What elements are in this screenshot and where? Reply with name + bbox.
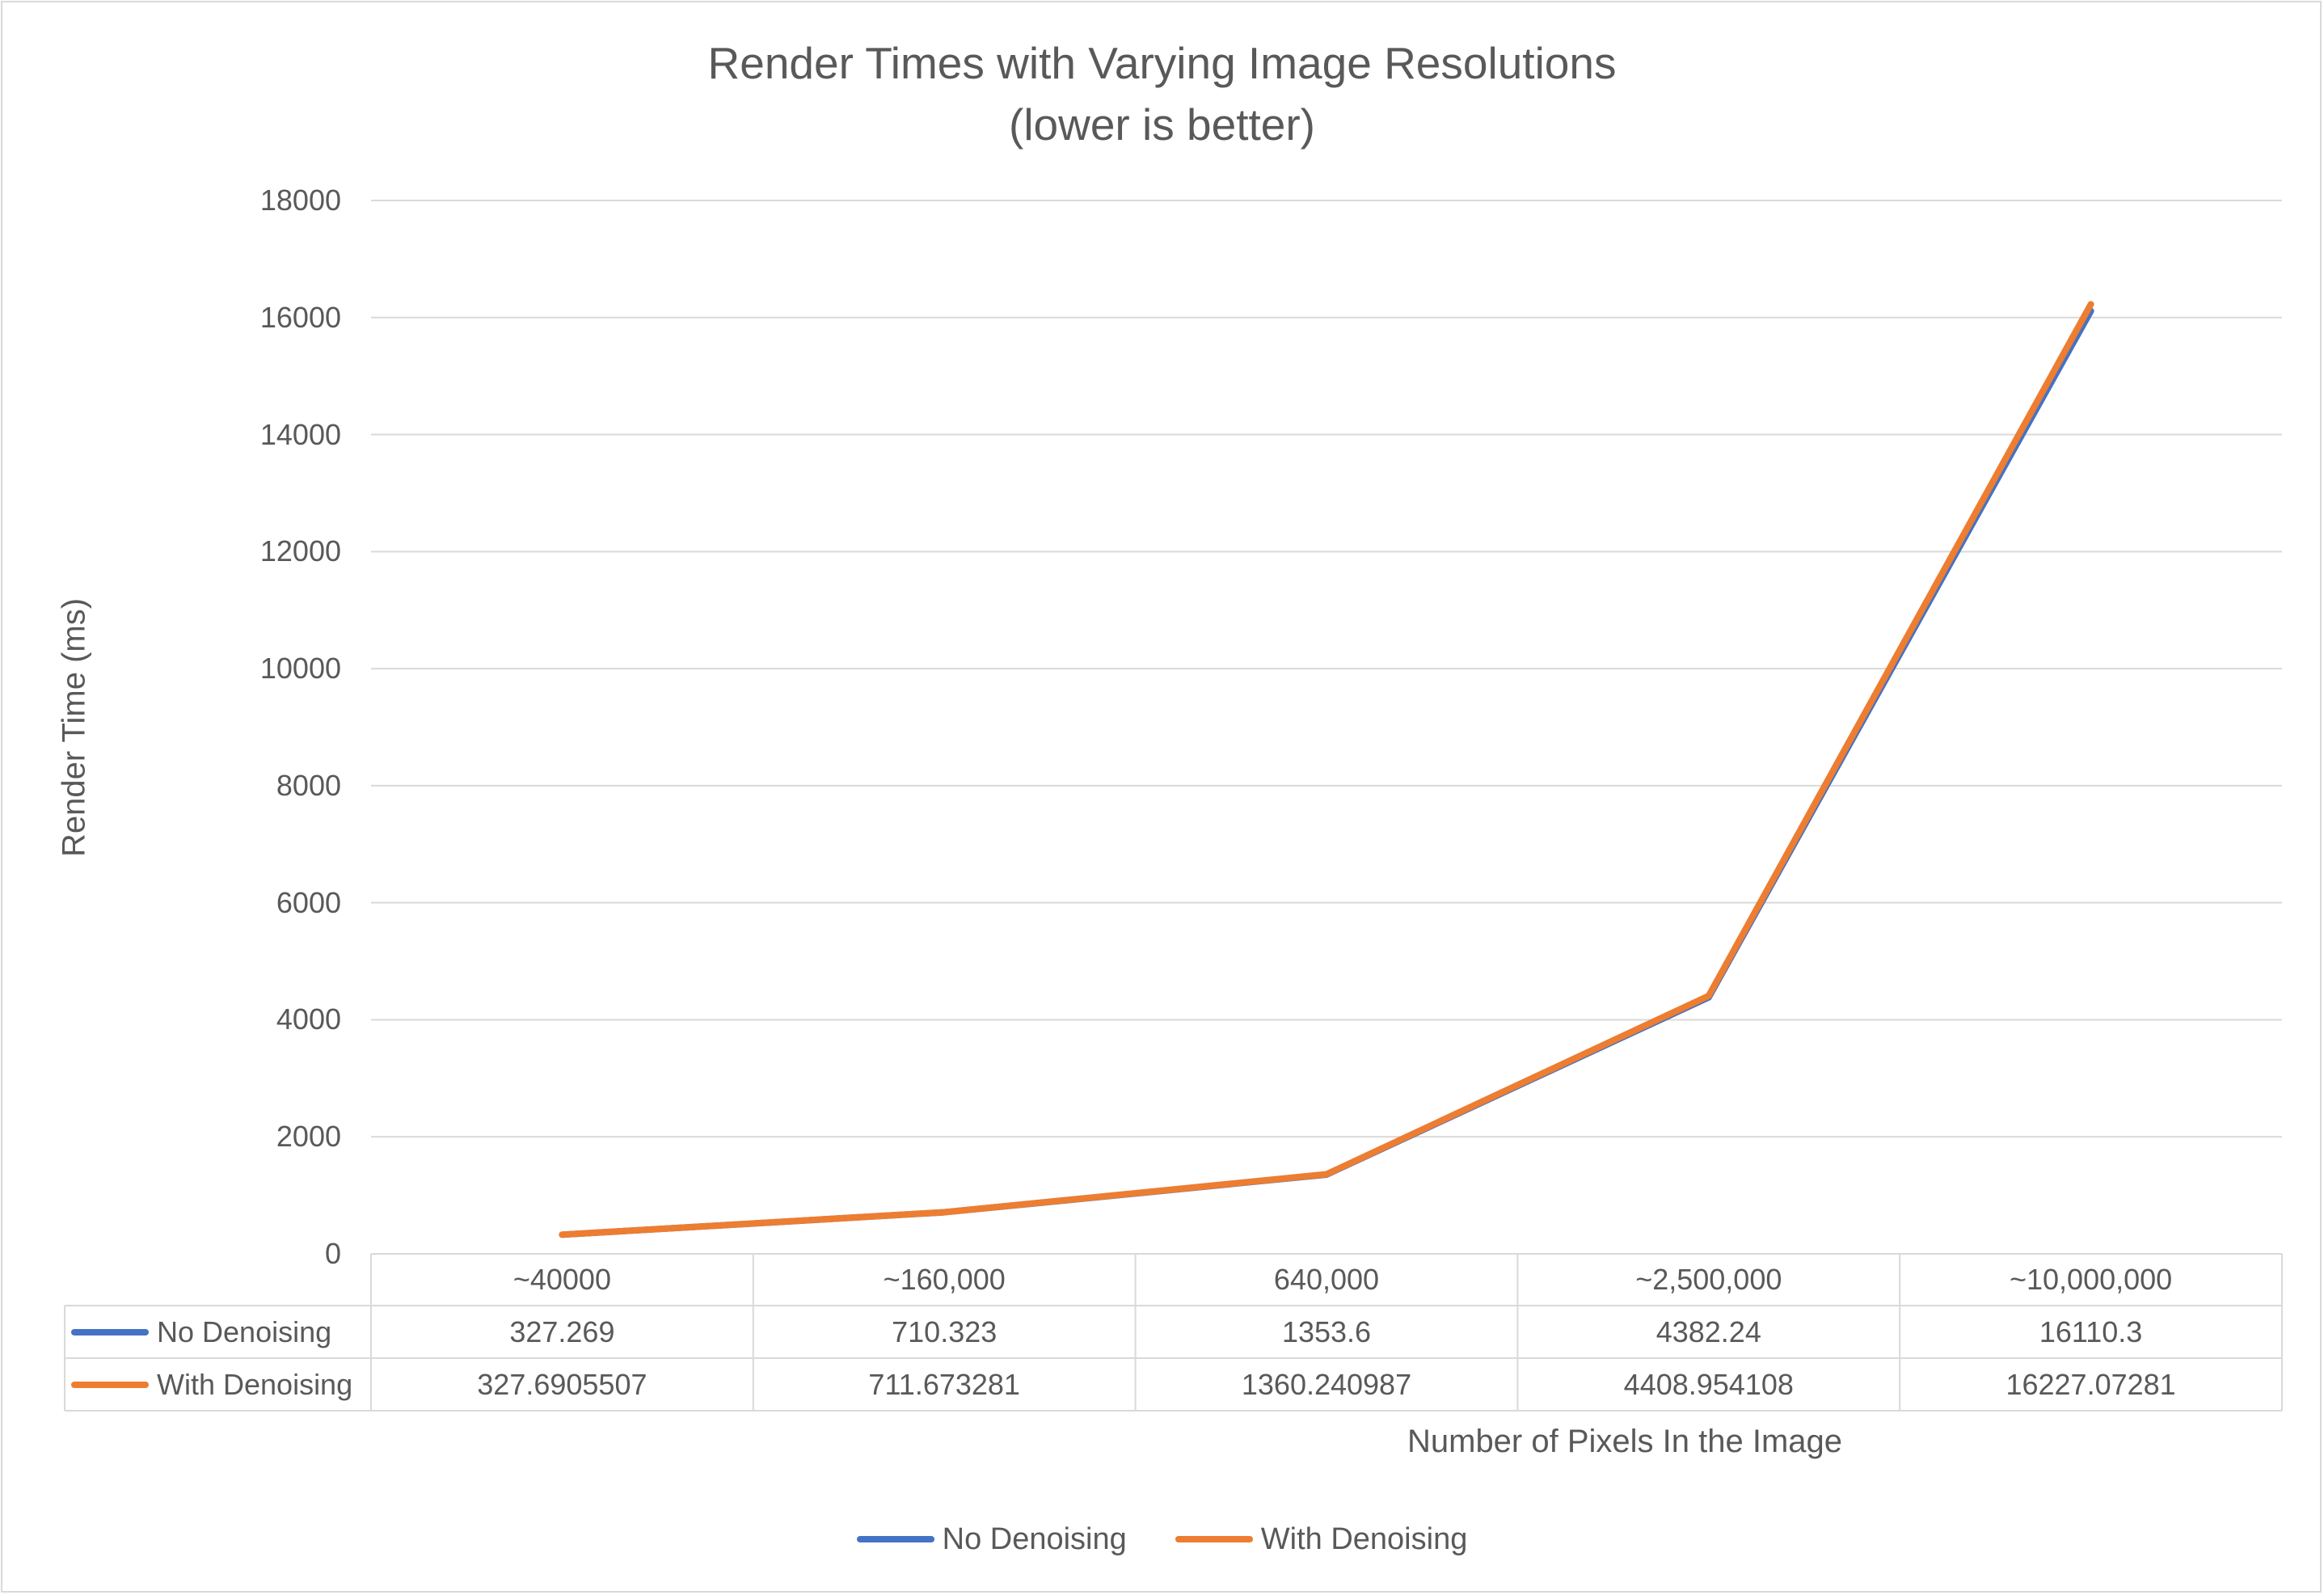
data-label: 710.323 xyxy=(892,1314,998,1348)
data-label: 4382.24 xyxy=(1655,1314,1761,1348)
y-tick-label: 2000 xyxy=(276,1120,341,1154)
y-tick-label: 18000 xyxy=(259,184,341,217)
legend: No Denoising With Denoising xyxy=(0,1520,2324,1559)
legend-label: With Denoising xyxy=(1260,1522,1468,1556)
legend-swatch xyxy=(1175,1536,1253,1542)
series-swatch xyxy=(71,1328,149,1335)
data-label: 327.6905507 xyxy=(477,1367,647,1401)
data-label: 16110.3 xyxy=(2039,1314,2143,1348)
data-label: 4408.954108 xyxy=(1623,1367,1794,1401)
data-table-lines xyxy=(64,1253,2283,1411)
x-tick-label: 640,000 xyxy=(1273,1263,1380,1296)
y-tick-label: 4000 xyxy=(276,1002,341,1036)
x-tick-label: ~2,500,000 xyxy=(1635,1263,1782,1296)
y-tick-label: 12000 xyxy=(259,534,341,568)
legend-item: No Denoising xyxy=(856,1520,1127,1559)
data-label: 711.673281 xyxy=(868,1367,1020,1401)
y-tick-label: 16000 xyxy=(259,300,341,334)
x-tick-label: ~10,000,000 xyxy=(2009,1263,2173,1296)
table-row-label: With Denoising xyxy=(157,1367,353,1401)
table-row-header: With Denoising xyxy=(71,1367,353,1401)
x-tick-label: ~40000 xyxy=(512,1263,611,1296)
gridlines xyxy=(371,200,2282,1138)
data-label: 1353.6 xyxy=(1281,1314,1372,1348)
y-tick-label: 10000 xyxy=(259,652,341,686)
y-tick-label: 0 xyxy=(324,1237,341,1270)
y-tick-label: 8000 xyxy=(276,768,341,802)
data-label: 16227.07281 xyxy=(2006,1367,2176,1401)
data-label: 327.269 xyxy=(509,1314,615,1348)
table-row-header: No Denoising xyxy=(71,1314,332,1348)
x-tick-label: ~160,000 xyxy=(883,1263,1006,1296)
y-tick-label: 14000 xyxy=(259,417,341,451)
legend-item: With Denoising xyxy=(1175,1520,1468,1559)
chart-subtitle: (lower is better) xyxy=(1009,99,1315,150)
legend-swatch xyxy=(856,1536,934,1542)
series-swatch xyxy=(71,1381,149,1388)
legend-label: No Denoising xyxy=(942,1522,1127,1556)
chart-title: Render Times with Varying Image Resoluti… xyxy=(707,38,1617,88)
data-label: 1360.240987 xyxy=(1241,1367,1412,1401)
series-lines xyxy=(559,301,2094,1238)
y-tick-label: 6000 xyxy=(276,885,341,919)
series-line-no-denoising xyxy=(559,307,2094,1238)
x-axis-label: Number of Pixels In the Image xyxy=(1407,1424,1843,1459)
table-row-label: No Denoising xyxy=(157,1314,332,1348)
series-line-with-denoising xyxy=(559,301,2094,1238)
